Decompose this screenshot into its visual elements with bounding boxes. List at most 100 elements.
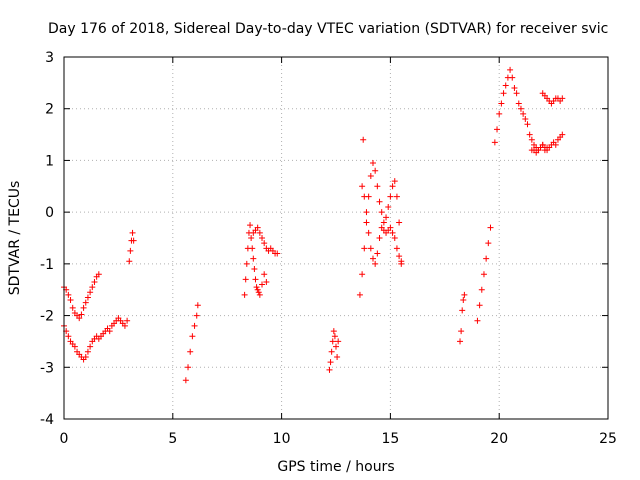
data-point [365, 229, 372, 236]
data-point [241, 291, 248, 298]
data-point [391, 178, 398, 185]
data-point [84, 294, 91, 301]
x-axis: 0 5 10 15 20 25 [60, 57, 617, 447]
data-point [261, 240, 268, 247]
data-point [374, 250, 381, 257]
data-point [82, 299, 89, 306]
data-point [326, 366, 333, 373]
y-tick-label: 3 [45, 50, 54, 66]
data-point [252, 276, 259, 283]
data-point [398, 260, 405, 267]
data-point [182, 377, 189, 384]
data-point [496, 110, 503, 117]
data-point [253, 284, 260, 291]
data-point [376, 235, 383, 241]
data-point [513, 90, 520, 97]
x-tick-label: 15 [381, 431, 399, 447]
data-point [360, 136, 367, 143]
data-point [76, 315, 83, 322]
data-point [91, 278, 98, 285]
data-point [476, 302, 483, 309]
data-point [369, 160, 376, 167]
data-point [359, 183, 366, 190]
data-point [385, 203, 392, 210]
data-point [376, 198, 383, 205]
data-point [106, 328, 113, 335]
data-point [528, 136, 535, 143]
series-track-d [182, 302, 201, 384]
data-point [361, 245, 368, 252]
data-point [259, 281, 266, 288]
series-track-o [539, 90, 566, 107]
data-point [71, 343, 78, 350]
series-track-n [528, 141, 551, 156]
data-point [87, 289, 94, 296]
chart-title: Day 176 of 2018, Sidereal Day-to-day VTE… [48, 21, 608, 37]
series-track-i [359, 183, 405, 267]
data-point [507, 66, 514, 73]
data-point [524, 121, 531, 128]
series-track-e [241, 222, 270, 298]
data-point [127, 247, 134, 254]
data-point [328, 348, 335, 355]
data-point [256, 229, 263, 236]
data-point [485, 240, 492, 247]
data-point [121, 322, 128, 329]
data-point [383, 214, 390, 221]
data-point [334, 353, 341, 360]
series-track-g [326, 328, 342, 373]
data-point [274, 250, 281, 257]
data-point [474, 317, 481, 324]
data-point [520, 110, 527, 117]
series-track-a [61, 271, 102, 322]
data-point [459, 307, 466, 314]
data-point [330, 328, 337, 335]
data-point [372, 260, 379, 267]
plot-frame [63, 56, 609, 420]
x-axis-label: GPS time / hours [277, 459, 394, 475]
data-point [261, 271, 268, 278]
data-point [65, 333, 72, 340]
data-point [378, 209, 385, 216]
data-point [250, 255, 257, 262]
y-tick-label: 1 [45, 153, 54, 169]
data-point [539, 141, 546, 148]
data-point [356, 291, 363, 298]
data-marks [61, 66, 566, 384]
data-point [396, 253, 403, 260]
data-point [187, 348, 194, 355]
data-point [559, 95, 566, 102]
data-point [254, 224, 261, 231]
data-point [380, 219, 387, 226]
data-point [243, 260, 250, 267]
data-point [502, 82, 509, 89]
data-point [483, 255, 490, 262]
data-point [80, 304, 87, 311]
data-point [256, 291, 263, 298]
data-point [129, 229, 136, 236]
data-point [255, 289, 262, 296]
data-point [389, 183, 396, 190]
data-point [185, 364, 192, 371]
data-point [329, 338, 336, 345]
data-point [333, 343, 339, 350]
data-point [544, 144, 551, 151]
series-track-f [250, 224, 281, 257]
data-point [263, 278, 270, 285]
data-point [189, 333, 196, 340]
x-tick-label: 20 [490, 431, 508, 447]
data-point [361, 193, 368, 200]
series-track-b [61, 315, 131, 363]
data-point [460, 297, 467, 304]
data-point [194, 302, 201, 309]
y-tick-label: -1 [40, 257, 54, 273]
data-point [511, 85, 518, 92]
data-point [191, 322, 198, 329]
data-point [84, 348, 91, 355]
data-point [248, 235, 255, 241]
data-point [67, 297, 74, 304]
x-tick-label: 25 [599, 431, 617, 447]
data-point [526, 131, 533, 138]
data-point [374, 183, 381, 190]
